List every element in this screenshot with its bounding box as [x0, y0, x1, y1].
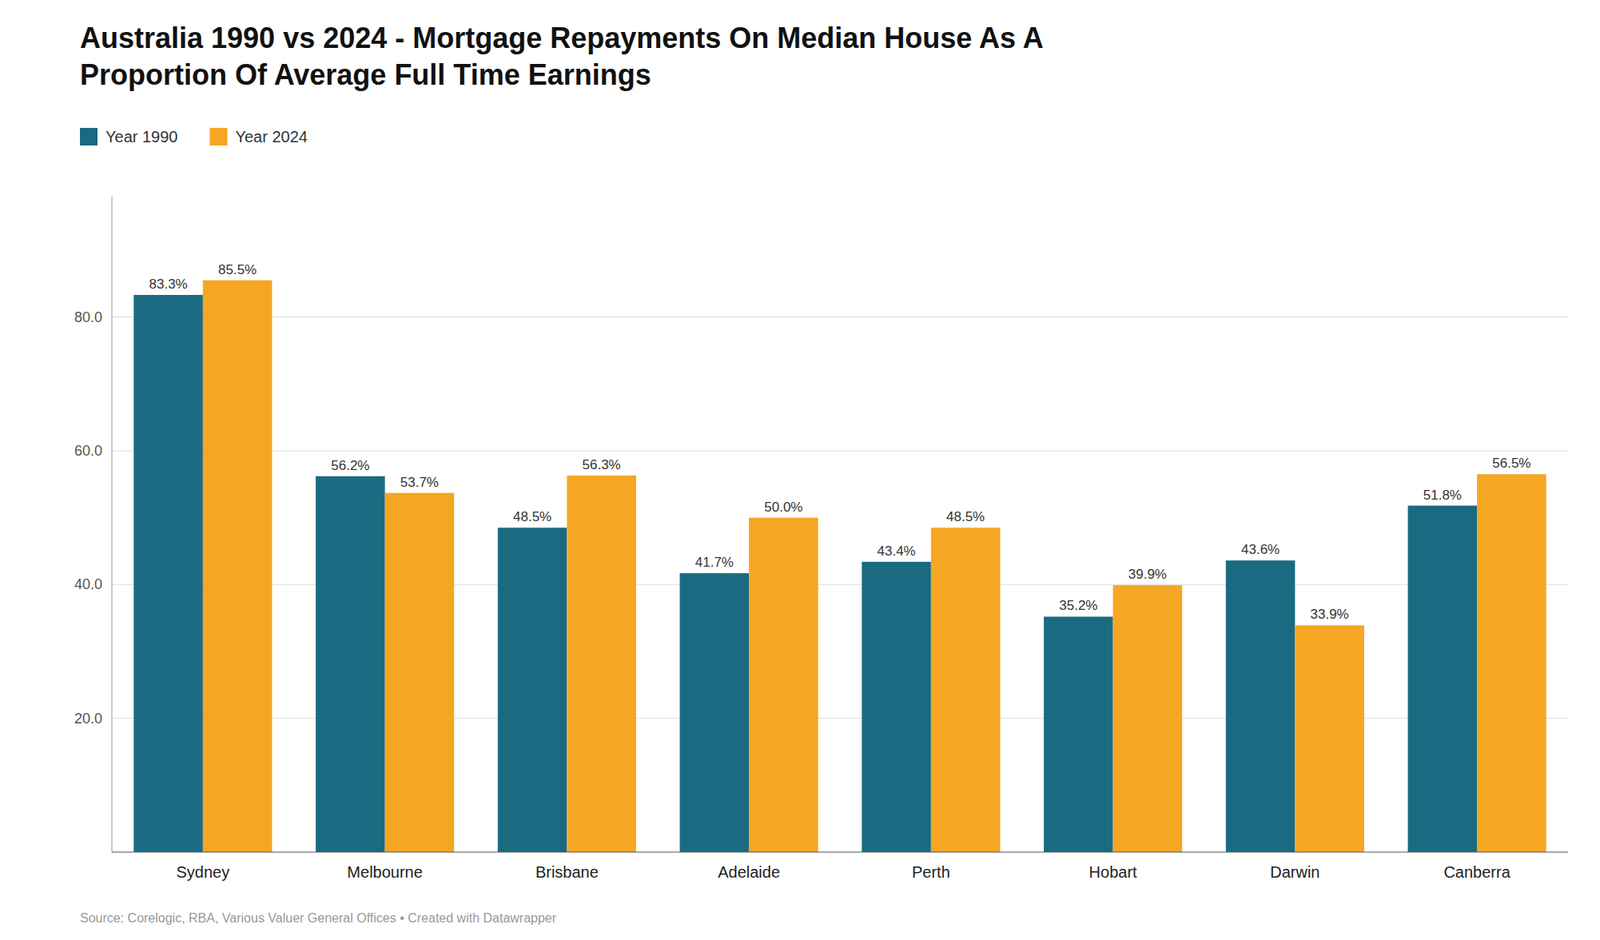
- data-label: 56.3%: [582, 457, 621, 473]
- y-tick-label: 80.0: [74, 309, 103, 326]
- title-line: Australia 1990 vs 2024 - Mortgage Repaym…: [79, 21, 1044, 55]
- x-axis-line: [111, 851, 1569, 852]
- bar: [748, 517, 819, 852]
- x-tick-label: Brisbane: [535, 863, 599, 881]
- bar: [1225, 560, 1296, 852]
- bar: [133, 294, 203, 852]
- x-tick-label: Sydney: [176, 863, 231, 881]
- bar: [680, 573, 750, 852]
- x-tick-label: Adelaide: [717, 863, 781, 881]
- x-tick-label: Canberra: [1443, 863, 1511, 881]
- bar: [566, 475, 637, 852]
- legend-label: Year 2024: [234, 127, 307, 146]
- data-label: 56.2%: [330, 457, 370, 474]
- x-tick-label: Melbourne: [346, 863, 423, 881]
- chart: Australia 1990 vs 2024 - Mortgage Repaym…: [0, 0, 1600, 940]
- data-label: 43.6%: [1241, 541, 1280, 558]
- legend-swatch: [209, 127, 227, 146]
- bar: [1476, 473, 1547, 852]
- data-label: 51.8%: [1423, 487, 1462, 503]
- data-label: 35.2%: [1058, 597, 1098, 613]
- bar: [1294, 624, 1365, 852]
- bar: [202, 280, 273, 852]
- y-tick-label: 40.0: [74, 576, 103, 593]
- y-axis: 20.0 40.0 60.0 80.0: [74, 196, 1569, 852]
- grid-line: [111, 449, 1569, 451]
- title-line: Proportion Of Average Full Time Earnings: [79, 58, 652, 92]
- data-labels: 83.3% 56.2% 48.5% 41.7% 43.4% 35.2% 43.6% 51.8%…: [149, 262, 1532, 623]
- data-label: 43.4%: [877, 543, 916, 559]
- legend-swatch: [79, 127, 98, 146]
- x-tick-label: Darwin: [1269, 863, 1320, 881]
- background: [0, 0, 1600, 940]
- bars: [133, 280, 1546, 852]
- data-label: 56.5%: [1492, 455, 1531, 471]
- x-tick-label: Hobart: [1089, 863, 1138, 881]
- bar: [1113, 585, 1183, 852]
- data-label: 33.9%: [1310, 606, 1350, 622]
- bar: [315, 476, 386, 852]
- x-axis: Sydney Melbourne Brisbane Adelaide Perth Hoba…: [176, 863, 1512, 881]
- legend: Year 1990 Year 2024: [79, 127, 308, 146]
- bar: [497, 527, 568, 852]
- y-tick-label: 60.0: [74, 442, 103, 459]
- data-label: 48.5%: [946, 509, 985, 525]
- data-label: 39.9%: [1128, 566, 1167, 582]
- y-tick-label: 20.0: [74, 710, 103, 727]
- data-label: 85.5%: [218, 262, 257, 278]
- source: Source: Corelogic, RBA, Various Valuer G…: [79, 911, 558, 925]
- grid-line: [111, 316, 1569, 318]
- bar: [861, 561, 932, 852]
- bar: [385, 493, 455, 852]
- data-label: 48.5%: [513, 509, 552, 525]
- title: Australia 1990 vs 2024 - Mortgage Repaym…: [79, 21, 1044, 92]
- bar: [1408, 505, 1478, 852]
- legend-label: Year 1990: [105, 127, 178, 146]
- bar: [931, 527, 1001, 852]
- data-label: 50.0%: [764, 499, 803, 515]
- x-tick-label: Perth: [911, 863, 951, 881]
- data-label: 83.3%: [149, 276, 188, 292]
- y-axis-line: [111, 196, 113, 852]
- data-label: 53.7%: [400, 474, 439, 490]
- bar: [1043, 616, 1114, 852]
- data-label: 41.7%: [695, 554, 734, 570]
